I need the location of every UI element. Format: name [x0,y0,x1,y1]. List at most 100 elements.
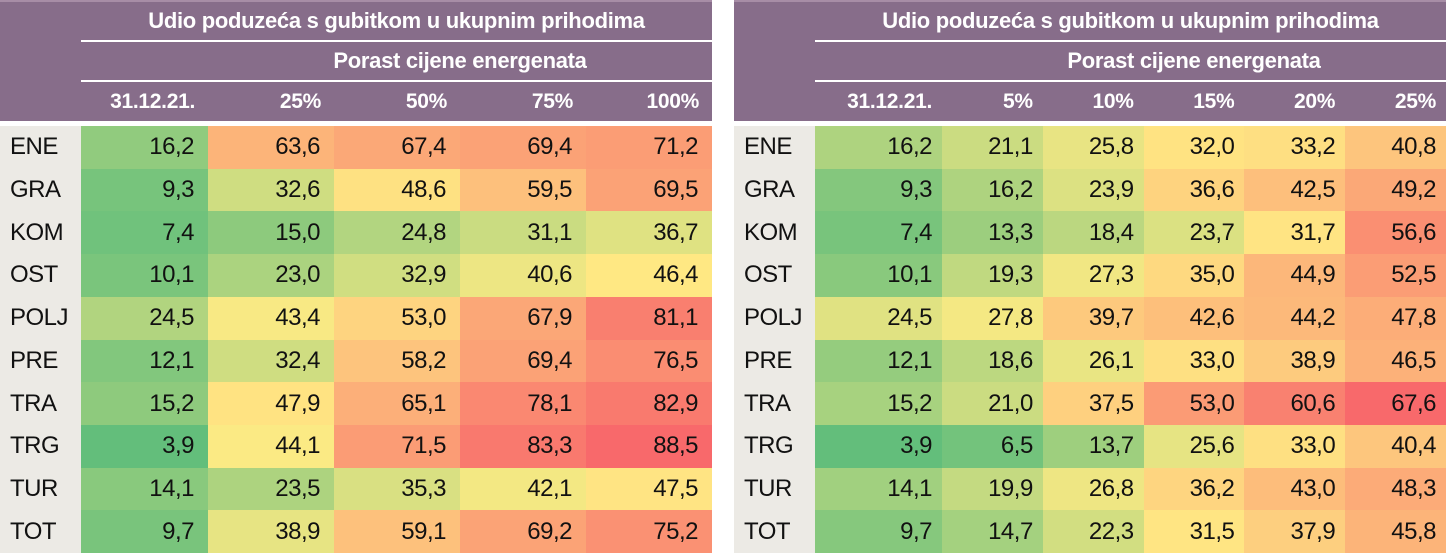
value-cell: 24,5 [815,296,942,340]
value-cell: 67,9 [460,296,586,340]
table-row: TRG 3,9 44,1 71,5 83,3 88,5 [0,424,712,468]
value-cell: 10,1 [815,254,942,297]
table-header-left: Udio poduzeća s gubitkom u ukupnim priho… [0,0,712,121]
table-body: ENE 16,2 63,6 67,4 69,4 71,2 GRA 9,3 32,6 48,6 59,… [0,126,712,554]
value-cell: 9,3 [815,168,942,212]
value-cell: 32,4 [208,339,334,383]
value-cell: 33,0 [1244,424,1346,468]
value-cell: 52,5 [1345,254,1446,297]
column-header: 5% [1003,89,1033,113]
header-body-gap [0,121,712,126]
value-cell: 42,1 [460,467,586,511]
subtitle-row: Porast cijene energenata [0,42,712,82]
table-row: KOM 7,4 15,0 24,8 31,1 36,7 [0,211,712,255]
value-cell: 10,1 [81,254,208,297]
value-cell: 67,4 [334,126,460,169]
value-cell: 33,0 [1143,339,1245,383]
value-cell: 69,2 [460,510,586,554]
value-cell: 76,5 [586,339,712,383]
row-label: PRE [734,339,815,383]
value-cell: 48,6 [334,168,460,212]
value-cell: 24,8 [334,211,460,255]
value-cell: 26,8 [1042,467,1144,511]
value-cell: 18,4 [1042,211,1144,255]
column-header-row: 31.12.21. 5% 10% 15% 20% 25% [734,82,1446,121]
header-corner-spacer [0,82,81,121]
table-subtitle: Porast cijene energenata [942,42,1446,82]
value-cell: 63,6 [208,126,334,169]
value-cell: 56,6 [1345,211,1446,255]
value-cell: 65,1 [334,382,460,425]
value-cell: 13,3 [942,211,1043,255]
value-cell: 38,9 [1244,339,1346,383]
row-label: OST [0,254,81,297]
column-header: 50% [405,89,447,113]
value-cell: 16,2 [81,126,208,169]
table-title: Udio poduzeća s gubitkom u ukupnim priho… [815,2,1446,42]
value-cell: 47,5 [586,467,712,511]
value-cell: 32,0 [1143,126,1245,169]
value-cell: 23,9 [1042,168,1144,212]
value-cell: 12,1 [81,339,208,383]
value-cell: 6,5 [942,424,1043,468]
table-row: POLJ 24,5 43,4 53,0 67,9 81,1 [0,296,712,340]
value-cell: 49,2 [1345,168,1446,212]
value-cell: 47,9 [208,382,334,425]
value-cell: 58,2 [334,339,460,383]
row-label: GRA [0,168,81,212]
column-header: 20% [1294,89,1336,113]
table-header-right: Udio poduzeća s gubitkom u ukupnim priho… [734,0,1446,121]
value-cell: 81,1 [586,296,712,340]
value-cell: 9,7 [815,510,942,554]
value-cell: 31,7 [1244,211,1346,255]
table-row: ENE 16,2 63,6 67,4 69,4 71,2 [0,126,712,169]
value-cell: 45,8 [1345,510,1446,554]
title-row: Udio poduzeća s gubitkom u ukupnim priho… [0,2,712,42]
value-cell: 60,6 [1244,382,1346,425]
value-cell: 21,1 [942,126,1043,169]
value-cell: 21,0 [942,382,1043,425]
table-row: PRE 12,1 18,6 26,1 33,0 38,9 46,5 [734,339,1446,383]
value-cell: 32,9 [334,254,460,297]
table-row: TRA 15,2 47,9 65,1 78,1 82,9 [0,382,712,425]
value-cell: 9,7 [81,510,208,554]
value-cell: 35,0 [1143,254,1245,297]
value-cell: 3,9 [815,424,942,468]
row-label: KOM [734,211,815,255]
value-cell: 67,6 [1345,382,1446,425]
value-cell: 16,2 [942,168,1043,212]
title-row: Udio poduzeća s gubitkom u ukupnim priho… [734,2,1446,42]
value-cell: 36,2 [1143,467,1245,511]
value-cell: 9,3 [81,168,208,212]
value-cell: 40,6 [460,254,586,297]
value-cell: 23,5 [208,467,334,511]
value-cell: 46,4 [586,254,712,297]
value-cell: 15,0 [208,211,334,255]
value-cell: 24,5 [81,296,208,340]
value-cell: 13,7 [1042,424,1144,468]
value-cell: 53,0 [334,296,460,340]
row-label: TUR [0,467,81,511]
value-cell: 14,7 [942,510,1043,554]
value-cell: 37,9 [1244,510,1346,554]
row-label: TUR [734,467,815,511]
table-row: POLJ 24,5 27,8 39,7 42,6 44,2 47,8 [734,296,1446,340]
column-header: 31.12.21. [847,89,932,113]
table-row: TOT 9,7 38,9 59,1 69,2 75,2 [0,510,712,554]
column-header-row: 31.12.21. 25% 50% 75% 100% [0,82,712,121]
value-cell: 43,0 [1244,467,1346,511]
row-label: TRA [0,382,81,425]
value-cell: 15,2 [815,382,942,425]
row-label: TOT [734,510,815,554]
value-cell: 40,8 [1345,126,1446,169]
value-cell: 69,4 [460,126,586,169]
value-cell: 75,2 [586,510,712,554]
value-cell: 36,7 [586,211,712,255]
value-cell: 19,3 [942,254,1043,297]
row-label: TRA [734,382,815,425]
value-cell: 71,5 [334,424,460,468]
row-label: OST [734,254,815,297]
table-subtitle: Porast cijene energenata [208,42,712,82]
row-label: KOM [0,211,81,255]
